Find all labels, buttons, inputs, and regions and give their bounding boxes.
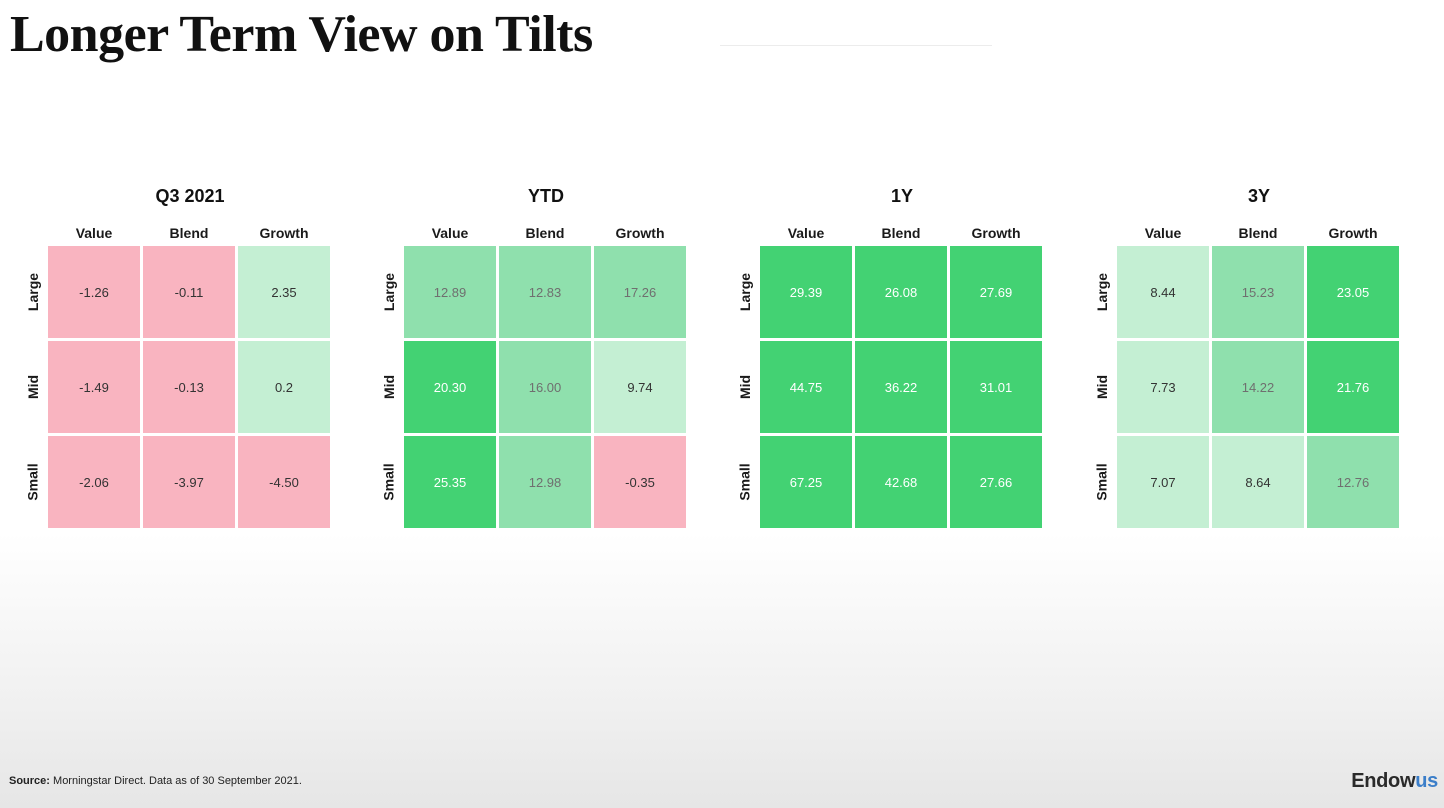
heatmap-cell-large-value: 8.44 <box>1117 246 1209 338</box>
page-title: Longer Term View on Tilts <box>10 6 593 63</box>
row-label-text: Large <box>737 272 753 312</box>
source-note: Source: Morningstar Direct. Data as of 3… <box>9 775 302 787</box>
column-label-value: Value <box>1144 225 1182 241</box>
row-label-large: Large <box>1089 246 1115 338</box>
column-label-blend: Blend <box>881 225 921 241</box>
heatmap-cell-mid-blend: 14.22 <box>1212 341 1304 433</box>
row-label-large: Large <box>376 246 402 338</box>
row-label-mid: Mid <box>732 341 758 433</box>
endowus-logo: Endowus <box>1351 770 1438 793</box>
heatmap-cell-large-blend: 12.83 <box>499 246 591 338</box>
row-label-mid: Mid <box>376 341 402 433</box>
heatmap-cell-large-value: -1.26 <box>48 246 140 338</box>
heatmap-cell-mid-blend: 16.00 <box>499 341 591 433</box>
heatmap-title: 1Y <box>890 186 914 206</box>
row-label-text: Large <box>1094 272 1110 312</box>
heatmap-cell-small-value: 67.25 <box>760 436 852 528</box>
heatmap-cell-small-blend: 8.64 <box>1212 436 1304 528</box>
heatmap-cell-small-value: 25.35 <box>404 436 496 528</box>
heatmap-cell-large-growth: 17.26 <box>594 246 686 338</box>
heatmap-panel-1: YTD Value Blend Growth Large 12.89 12.83 17.26 M… <box>376 180 686 532</box>
heatmap-panel-0: Q3 2021 Value Blend Growth Large -1.26 -0.11 2.… <box>20 180 330 532</box>
heatmap-cell-small-blend: 42.68 <box>855 436 947 528</box>
row-label-text: Small <box>1094 463 1111 501</box>
row-label-text: Small <box>737 463 754 501</box>
heatmap-cell-large-blend: 15.23 <box>1212 246 1304 338</box>
heatmap-cell-small-value: 7.07 <box>1117 436 1209 528</box>
heatmap-cell-mid-value: 7.73 <box>1117 341 1209 433</box>
column-label-growth: Growth <box>615 225 665 241</box>
heatmap-cell-large-growth: 23.05 <box>1307 246 1399 338</box>
heatmap-cell-small-growth: 27.66 <box>950 436 1042 528</box>
heatmap-title: 3Y <box>1247 186 1271 206</box>
row-label-text: Mid <box>736 374 753 400</box>
heatmap-cell-small-growth: -0.35 <box>594 436 686 528</box>
source-text: Morningstar Direct. Data as of 30 Septem… <box>49 775 302 787</box>
row-label-small: Small <box>376 436 402 528</box>
row-label-mid: Mid <box>20 341 46 433</box>
column-label-blend: Blend <box>169 225 209 241</box>
column-label-value: Value <box>787 225 825 241</box>
column-label-growth: Growth <box>971 225 1021 241</box>
row-label-small: Small <box>20 436 46 528</box>
row-label-text: Small <box>381 463 398 501</box>
heatmap-cell-mid-growth: 31.01 <box>950 341 1042 433</box>
heatmap-cell-mid-value: 20.30 <box>404 341 496 433</box>
heatmap-cell-small-blend: 12.98 <box>499 436 591 528</box>
column-label-value: Value <box>431 225 469 241</box>
column-label-value: Value <box>75 225 113 241</box>
heatmap-cell-small-value: -2.06 <box>48 436 140 528</box>
column-label-growth: Growth <box>259 225 309 241</box>
row-label-text: Large <box>25 272 41 312</box>
heatmap-cell-mid-value: -1.49 <box>48 341 140 433</box>
heatmap-cell-mid-growth: 21.76 <box>1307 341 1399 433</box>
heatmap-cell-small-growth: -4.50 <box>238 436 330 528</box>
row-label-text: Mid <box>24 374 41 400</box>
heatmap-title: Q3 2021 <box>155 186 225 206</box>
logo-accent-text: us <box>1415 770 1438 792</box>
row-label-small: Small <box>732 436 758 528</box>
title-divider <box>720 45 992 46</box>
heatmap-title: YTD <box>528 186 564 206</box>
heatmap-cell-mid-value: 44.75 <box>760 341 852 433</box>
logo-main-text: Endow <box>1351 770 1416 792</box>
row-label-text: Mid <box>380 374 397 400</box>
heatmap-cell-large-growth: 2.35 <box>238 246 330 338</box>
heatmap-cell-mid-growth: 9.74 <box>594 341 686 433</box>
heatmap-cell-large-value: 29.39 <box>760 246 852 338</box>
heatmap-cell-mid-blend: -0.13 <box>143 341 235 433</box>
heatmap-cell-large-growth: 27.69 <box>950 246 1042 338</box>
heatmap-panel-2: 1Y Value Blend Growth Large 29.39 26.08 27.69 Mi… <box>732 180 1042 532</box>
heatmap-cell-mid-growth: 0.2 <box>238 341 330 433</box>
heatmap-cell-large-blend: 26.08 <box>855 246 947 338</box>
column-label-blend: Blend <box>1238 225 1278 241</box>
column-label-blend: Blend <box>525 225 565 241</box>
row-label-large: Large <box>20 246 46 338</box>
row-label-text: Small <box>25 463 42 501</box>
heatmap-cell-small-growth: 12.76 <box>1307 436 1399 528</box>
column-label-growth: Growth <box>1328 225 1378 241</box>
source-label: Source: <box>9 775 50 787</box>
row-label-mid: Mid <box>1089 341 1115 433</box>
row-label-large: Large <box>732 246 758 338</box>
row-label-text: Mid <box>1093 374 1110 400</box>
heatmap-cell-large-blend: -0.11 <box>143 246 235 338</box>
heatmap-cell-small-blend: -3.97 <box>143 436 235 528</box>
heatmap-cell-mid-blend: 36.22 <box>855 341 947 433</box>
heatmap-cell-large-value: 12.89 <box>404 246 496 338</box>
row-label-small: Small <box>1089 436 1115 528</box>
row-label-text: Large <box>381 272 397 312</box>
heatmap-panel-3: 3Y Value Blend Growth Large 8.44 15.23 23.05 Mid… <box>1089 180 1399 532</box>
